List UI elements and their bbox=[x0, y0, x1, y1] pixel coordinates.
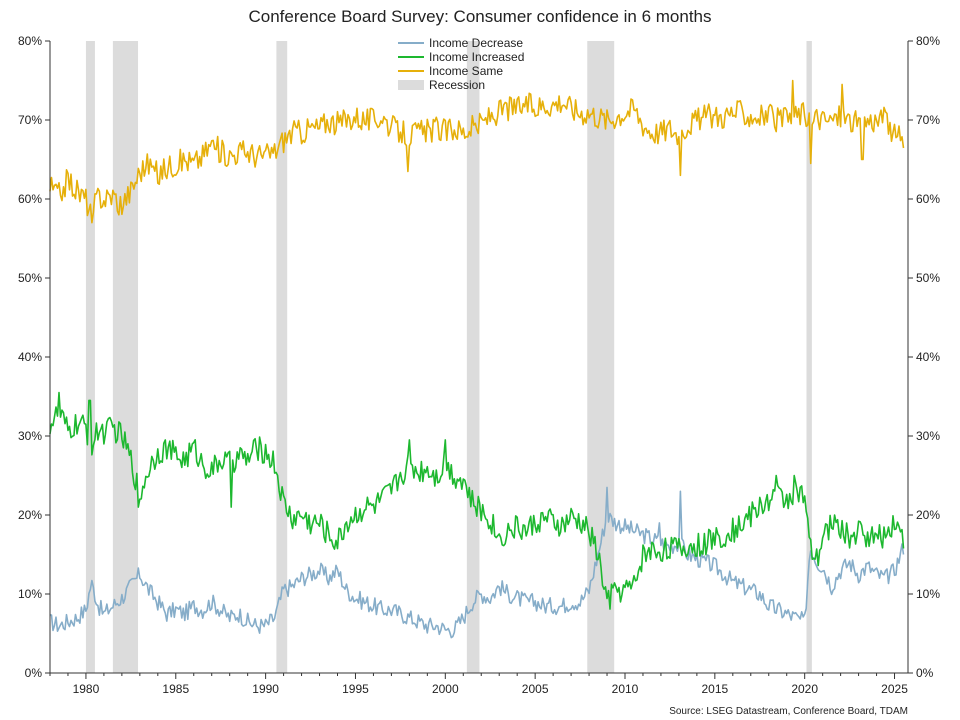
y-tick-label-right: 20% bbox=[916, 508, 940, 522]
x-tick-label: 2020 bbox=[791, 682, 818, 696]
recession-band-1 bbox=[85, 41, 95, 673]
y-tick-label-left: 60% bbox=[18, 192, 42, 206]
y-tick-label-right: 30% bbox=[916, 429, 940, 443]
x-tick-label: 2025 bbox=[881, 682, 908, 696]
y-tick-label-left: 50% bbox=[18, 271, 42, 285]
y-tick-label-right: 70% bbox=[916, 113, 940, 127]
x-tick-label: 1980 bbox=[73, 682, 100, 696]
y-tick-label-right: 0% bbox=[916, 666, 934, 680]
x-tick-label: 2015 bbox=[701, 682, 728, 696]
recession-band-2 bbox=[112, 41, 139, 673]
x-tick-label: 2005 bbox=[522, 682, 549, 696]
y-tick-label-right: 80% bbox=[916, 34, 940, 48]
recession-band-3 bbox=[276, 41, 288, 673]
x-tick-label: 2000 bbox=[432, 682, 459, 696]
source-note: Source: LSEG Datastream, Conference Boar… bbox=[669, 706, 908, 717]
y-tick-label-left: 30% bbox=[18, 429, 42, 443]
series-lines bbox=[49, 79, 905, 639]
x-tick-label: 1985 bbox=[162, 682, 189, 696]
series-line-3 bbox=[49, 79, 905, 224]
legend-label-recession: Recession bbox=[429, 78, 485, 92]
x-tick-label: 2010 bbox=[612, 682, 639, 696]
legend-label-2: Income Increased bbox=[429, 50, 524, 64]
legend-label-3: Income Same bbox=[429, 64, 503, 78]
y-tick-label-left: 80% bbox=[18, 34, 42, 48]
y-tick-label-left: 0% bbox=[25, 666, 43, 680]
series-line-2 bbox=[49, 391, 905, 610]
recession-band-6 bbox=[806, 41, 812, 673]
chart-title: Conference Board Survey: Consumer confid… bbox=[248, 7, 711, 26]
legend-swatch-recession bbox=[398, 80, 424, 90]
legend-label-1: Income Decrease bbox=[429, 36, 523, 50]
y-tick-label-right: 40% bbox=[916, 350, 940, 364]
y-tick-label-left: 10% bbox=[18, 587, 42, 601]
y-tick-label-left: 70% bbox=[18, 113, 42, 127]
y-tick-label-right: 50% bbox=[916, 271, 940, 285]
x-tick-label: 1995 bbox=[342, 682, 369, 696]
recession-band-5 bbox=[587, 41, 615, 673]
recession-bands bbox=[85, 41, 812, 673]
y-tick-label-right: 60% bbox=[916, 192, 940, 206]
y-tick-label-left: 20% bbox=[18, 508, 42, 522]
series-line-1 bbox=[49, 486, 905, 639]
x-tick-label: 1990 bbox=[252, 682, 279, 696]
axes: 0% 0% 10% 10% 20% 20% 30% 30% 40% 40% 50% 50% 60% 60%… bbox=[18, 34, 940, 696]
y-tick-label-right: 10% bbox=[916, 587, 940, 601]
y-tick-label-left: 40% bbox=[18, 350, 42, 364]
